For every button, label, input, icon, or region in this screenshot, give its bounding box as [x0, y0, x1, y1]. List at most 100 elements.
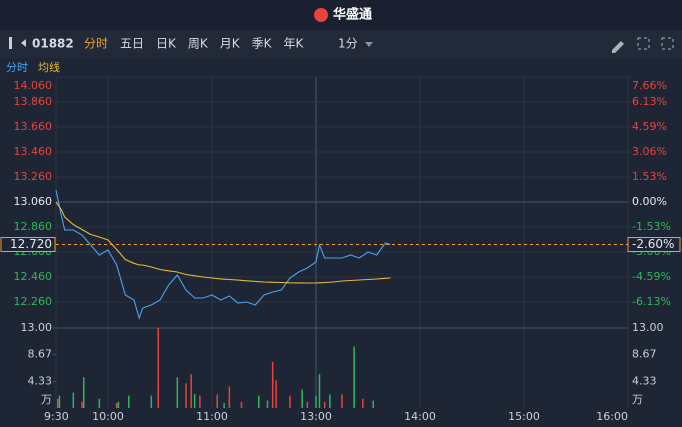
volume-bar [115, 403, 118, 408]
volume-bar [82, 377, 85, 408]
volume-unit: 万 [632, 393, 643, 406]
x-tick-label: 10:00 [92, 410, 124, 423]
y-tick-label: 13.860 [14, 95, 53, 108]
y-tick-label: 13.460 [14, 145, 53, 158]
x-tick-label: 15:00 [508, 410, 540, 423]
x-tick-label: 11:00 [196, 410, 228, 423]
volume-tick-label: 4.33 [632, 374, 657, 387]
y2-tick-label: 6.13% [632, 95, 667, 108]
current-pct-box [627, 237, 681, 252]
toolbar [0, 30, 682, 58]
volume-bar [289, 395, 291, 408]
volume-tick-label: 13.00 [632, 321, 664, 334]
tab[interactable]: 年K [284, 37, 305, 51]
legend-bar [0, 58, 682, 78]
volume-bar [240, 401, 243, 408]
series-line [55, 189, 391, 320]
tab[interactable]: 日K [156, 37, 177, 51]
volume-bar [271, 361, 274, 408]
y2-tick-label: -6.13% [632, 295, 671, 308]
legend: 分时 均线 [6, 60, 60, 74]
y-tick-label: 12.260 [14, 295, 53, 308]
volume-bar [329, 394, 331, 408]
volume-tick-label: 8.67 [28, 348, 53, 361]
volume-bar [157, 328, 160, 408]
edit-icon[interactable] [612, 41, 624, 53]
x-tick-label: 14:00 [404, 410, 436, 423]
y2-tick-label: 0.00% [632, 195, 667, 208]
dropdown-arrow[interactable] [365, 42, 373, 47]
volume-tick-label: 13.00 [21, 321, 53, 334]
volume-bar [81, 401, 83, 408]
volume-bar [98, 398, 101, 408]
x-tick-label: 16:00 [596, 410, 628, 423]
stock-code: 01882 [32, 37, 74, 51]
volume-bar [56, 398, 59, 408]
expand-icon[interactable] [637, 37, 650, 50]
volume-bar [199, 395, 201, 408]
tab[interactable]: 周K [188, 37, 209, 51]
top-bar [0, 0, 682, 30]
legend-entry: 分时 [6, 61, 28, 74]
volume-bar [266, 400, 269, 408]
volume-bar [176, 377, 179, 408]
interval[interactable]: 1分 [338, 37, 358, 51]
y-tick-label: 13.260 [14, 170, 53, 183]
y2-tick-label: 7.66% [632, 79, 667, 92]
volume-bar [372, 400, 374, 408]
volume-bar [353, 346, 355, 408]
y-tick-label: 13.060 [14, 195, 53, 208]
volume-bar [341, 394, 343, 408]
tab[interactable]: 五日 [120, 37, 144, 51]
volume-bar [362, 398, 364, 408]
logo-icon [314, 8, 328, 22]
volume-bar [258, 395, 260, 408]
y2-tick-label: 4.59% [632, 120, 667, 133]
series-line [55, 201, 391, 284]
collapse-arrow[interactable] [21, 39, 26, 47]
volume-bar [216, 394, 218, 408]
tab[interactable]: 分时 [84, 37, 108, 51]
volume-tick-label: 4.33 [28, 374, 53, 387]
volume-bar [306, 401, 309, 408]
volume-bar [190, 374, 192, 408]
volume-tick-label: 8.67 [632, 348, 657, 361]
volume-bar [72, 392, 75, 408]
volume-bar [318, 374, 321, 408]
tab[interactable]: 季K [252, 37, 273, 51]
current-price-label: 12.720 [10, 237, 52, 251]
y2-tick-label: -4.59% [632, 270, 671, 283]
volume-bar [58, 395, 61, 408]
volume-unit: 万 [41, 393, 52, 406]
volume-bar [301, 389, 303, 408]
y2-tick-label: 1.53% [632, 170, 667, 183]
y-tick-label: 13.660 [14, 120, 53, 133]
volume-bar [128, 395, 130, 408]
tabs: 分时 五日 日K 周K 月K 季K 年K [84, 37, 305, 51]
y-tick-label: 12.460 [14, 270, 53, 283]
fullscreen-icon[interactable] [661, 37, 674, 50]
volume-bar [315, 395, 317, 408]
logo: 华盛通 [333, 7, 372, 23]
current-price-box [0, 237, 56, 252]
current-pct-label: -2.60% [632, 237, 674, 251]
tab[interactable]: 月K [220, 37, 241, 51]
x-tick-label: 9:30 [44, 410, 69, 423]
collapse-icon[interactable] [9, 37, 12, 49]
y-tick-label: 14.060 [14, 79, 53, 92]
plot-bg [56, 77, 628, 410]
volume-bar [223, 403, 225, 408]
volume-bar [228, 386, 231, 408]
legend-entry: 均线 [38, 60, 60, 74]
volume-bar [323, 401, 326, 408]
volume-bar [117, 401, 120, 408]
y-tick-label: 12.860 [14, 220, 53, 233]
plot: 9:30 10:00 11:00 13:00 14:00 15:00 16:00 14.060… [0, 76, 681, 423]
y2-tick-label: -1.53% [632, 220, 671, 233]
x-tick-label: 13:00 [300, 410, 332, 423]
volume-bar [275, 380, 277, 408]
y2-tick-label: 3.06% [632, 145, 667, 158]
volume-bar [193, 393, 196, 408]
